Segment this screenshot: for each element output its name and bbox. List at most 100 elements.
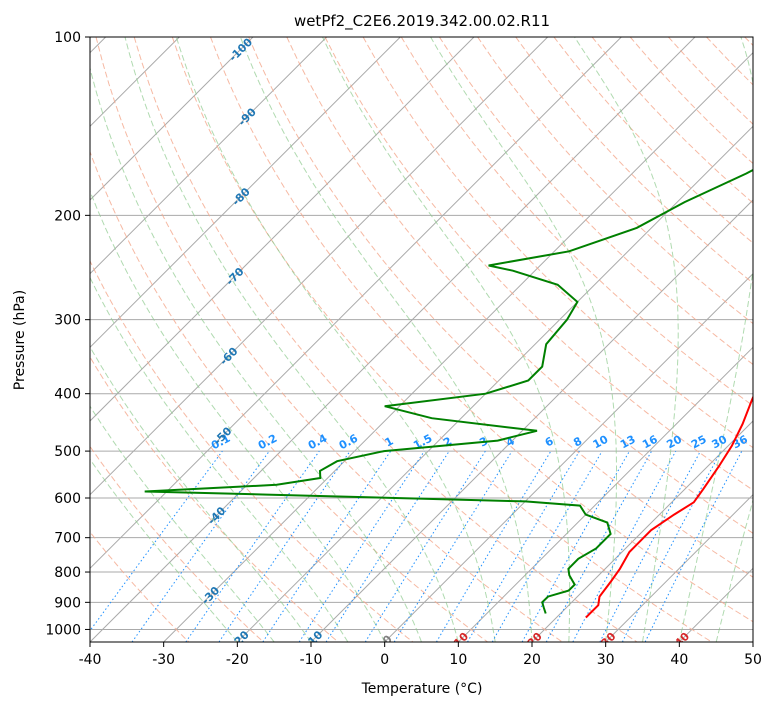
mixing-ratio-line xyxy=(185,450,320,642)
mixing-ratio-label: 16 xyxy=(640,433,660,452)
moist-adiabat-line xyxy=(322,37,571,642)
mixing-ratio-line xyxy=(467,450,580,642)
x-tick-label: 30 xyxy=(597,652,615,668)
mixing-ratio-line xyxy=(298,450,425,642)
mixing-ratio-label: 25 xyxy=(689,433,709,452)
isotherm-line xyxy=(457,346,753,642)
y-axis-ticks: 100 200 300 400 500 600 700 800 900 1000 xyxy=(45,30,90,638)
isotherm-line xyxy=(90,37,254,201)
x-tick-label: -20 xyxy=(226,652,249,668)
mixing-ratio-line xyxy=(521,450,630,642)
x-tick-label: 0 xyxy=(380,652,389,668)
mixing-ratio-label: 8 xyxy=(571,434,584,449)
dry-adiabat-line xyxy=(744,37,753,47)
y-tick-label: 600 xyxy=(54,491,81,507)
mixing-ratio-label: 13 xyxy=(618,433,638,452)
dry-adiabat-line xyxy=(668,37,753,125)
dry-adiabat-line xyxy=(95,37,563,642)
dry-adiabat-line xyxy=(133,37,638,642)
dry-adiabat-line xyxy=(324,37,753,491)
y-tick-label: 500 xyxy=(54,444,81,460)
mixing-ratio-line xyxy=(393,450,513,642)
x-tick-label: -10 xyxy=(300,652,323,668)
dry-adiabat-line xyxy=(362,37,753,449)
moist-adiabat-line xyxy=(90,345,312,642)
dry-adiabat-line xyxy=(90,150,488,642)
moist-adiabat-line xyxy=(90,65,422,642)
isotherm-line xyxy=(90,37,696,642)
isotherm-line xyxy=(605,493,753,642)
mixing-ratio-label: 10 xyxy=(591,433,611,452)
dry-adiabat-line xyxy=(515,37,753,284)
chart-title: wetPf2_C2E6.2019.342.00.02.R11 xyxy=(294,12,550,31)
x-tick-label: 10 xyxy=(449,652,467,668)
moist-adiabat-line xyxy=(90,276,349,642)
moist-adiabat-line xyxy=(715,498,753,642)
y-tick-label: 100 xyxy=(54,30,81,46)
isotherm-line xyxy=(752,641,753,642)
mixing-ratio-label: 1 xyxy=(383,434,396,449)
profile-line xyxy=(144,168,753,614)
dry-adiabat-line xyxy=(591,37,753,204)
isotherm-line xyxy=(90,37,328,275)
mixing-ratio-line xyxy=(545,450,653,642)
mixing-ratio-line xyxy=(90,450,223,632)
mixing-ratio-label: 20 xyxy=(664,433,684,452)
mixing-ratio-line xyxy=(644,450,743,642)
x-tick-label: -40 xyxy=(79,652,102,668)
mixing-ratio-label: 2 xyxy=(441,434,454,449)
isotherm-line xyxy=(90,37,549,496)
isotherm-line xyxy=(236,125,753,642)
moist-adiabat-line xyxy=(90,458,238,642)
moist-adiabat-line xyxy=(574,37,679,642)
profile-line xyxy=(585,395,753,619)
mixing-ratio-label: 0.4 xyxy=(306,432,330,453)
background-lines xyxy=(90,37,753,642)
dry-adiabat-line xyxy=(210,37,753,623)
mixing-ratio-line xyxy=(262,450,392,642)
moist-adiabat-line xyxy=(175,37,496,642)
y-tick-label: 900 xyxy=(54,595,81,611)
isotherm-line xyxy=(384,272,753,642)
y-tick-label: 200 xyxy=(54,208,81,224)
y-axis-label: Pressure (hPa) xyxy=(12,290,28,390)
dry-adiabat-line xyxy=(90,445,264,642)
moist-adiabat-line xyxy=(124,37,459,642)
mixing-ratio-line xyxy=(131,450,270,642)
y-tick-label: 400 xyxy=(54,387,81,403)
isotherm-line xyxy=(90,37,475,422)
y-tick-label: 800 xyxy=(54,565,81,581)
mixing-ratio-label: 30 xyxy=(710,433,730,452)
x-axis-label: Temperature (°C) xyxy=(361,681,483,697)
moist-adiabat-line xyxy=(90,189,386,642)
dry-adiabat-line xyxy=(171,37,712,642)
dry-adiabat-line xyxy=(90,259,414,642)
mixing-ratio-line xyxy=(218,450,351,642)
isotherm-label: 0 xyxy=(380,632,395,647)
isotherm-line xyxy=(90,37,401,349)
x-tick-label: -30 xyxy=(152,652,175,668)
dry-adiabat-line xyxy=(400,37,753,407)
y-tick-label: 300 xyxy=(54,313,81,329)
moist-adiabat-line xyxy=(239,37,533,642)
x-tick-label: 40 xyxy=(670,652,688,668)
x-axis-ticks: -40 -30 -20 -10 0 10 20 30 40 50 xyxy=(79,642,762,668)
mixing-ratio-line xyxy=(325,450,450,642)
background-line-labels: 0.1 0.2 0.4 0.6 1 1.5 2 3 4 6 8 10 13 16 20 25 30 36-100-… xyxy=(199,35,750,647)
plot-frame xyxy=(89,36,754,643)
dry-adiabat-line xyxy=(706,37,753,86)
y-tick-label: 700 xyxy=(54,531,81,547)
x-tick-label: 20 xyxy=(523,652,541,668)
mixing-ratio-line xyxy=(435,450,552,642)
profile-series xyxy=(144,168,753,619)
dry-adiabat-line xyxy=(286,37,753,534)
y-tick-label: 1000 xyxy=(45,622,81,638)
isotherm-line xyxy=(310,199,753,642)
moist-adiabat-line xyxy=(430,37,617,642)
mixing-ratio-line xyxy=(572,450,677,642)
dry-adiabat-line xyxy=(90,356,339,642)
isotherm-label: -100 xyxy=(226,35,255,64)
moist-adiabat-line xyxy=(678,37,753,642)
dry-adiabat-line xyxy=(248,37,753,578)
